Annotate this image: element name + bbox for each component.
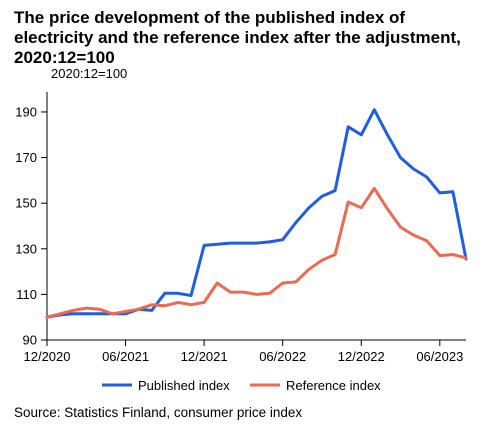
reference-index-line (45, 186, 468, 319)
chart-subtitle: 2020:12=100 (51, 66, 128, 81)
chart-title: The price development of the published i… (14, 8, 461, 67)
y-tick-label: 90 (23, 333, 37, 348)
legend: Published index Reference index (102, 378, 381, 393)
x-tick-label: 12/2022 (338, 349, 385, 364)
y-tick-label: 110 (16, 287, 37, 302)
y-tick-label: 170 (15, 150, 37, 165)
x-tick-label: 06/2023 (416, 349, 463, 364)
y-tick-label: 130 (15, 241, 37, 256)
y-axis: 90 110 130 150 170 190 (15, 92, 48, 348)
x-axis: 12/2020 06/2021 12/2021 06/2022 12/2022 06/20… (24, 339, 466, 364)
legend-item-published-label: Published index (138, 378, 230, 393)
y-tick-label: 190 (15, 104, 37, 119)
x-tick-label: 12/2021 (181, 349, 228, 364)
x-tick-label: 12/2020 (24, 349, 71, 364)
source-note: Source: Statistics Finland, consumer pri… (14, 405, 303, 420)
legend-item-reference-label: Reference index (286, 378, 381, 393)
series-layer (45, 108, 468, 319)
x-tick-label: 06/2022 (259, 349, 306, 364)
x-tick-label: 06/2021 (102, 349, 149, 364)
y-tick-label: 150 (15, 196, 37, 211)
published-index-line (45, 108, 468, 319)
